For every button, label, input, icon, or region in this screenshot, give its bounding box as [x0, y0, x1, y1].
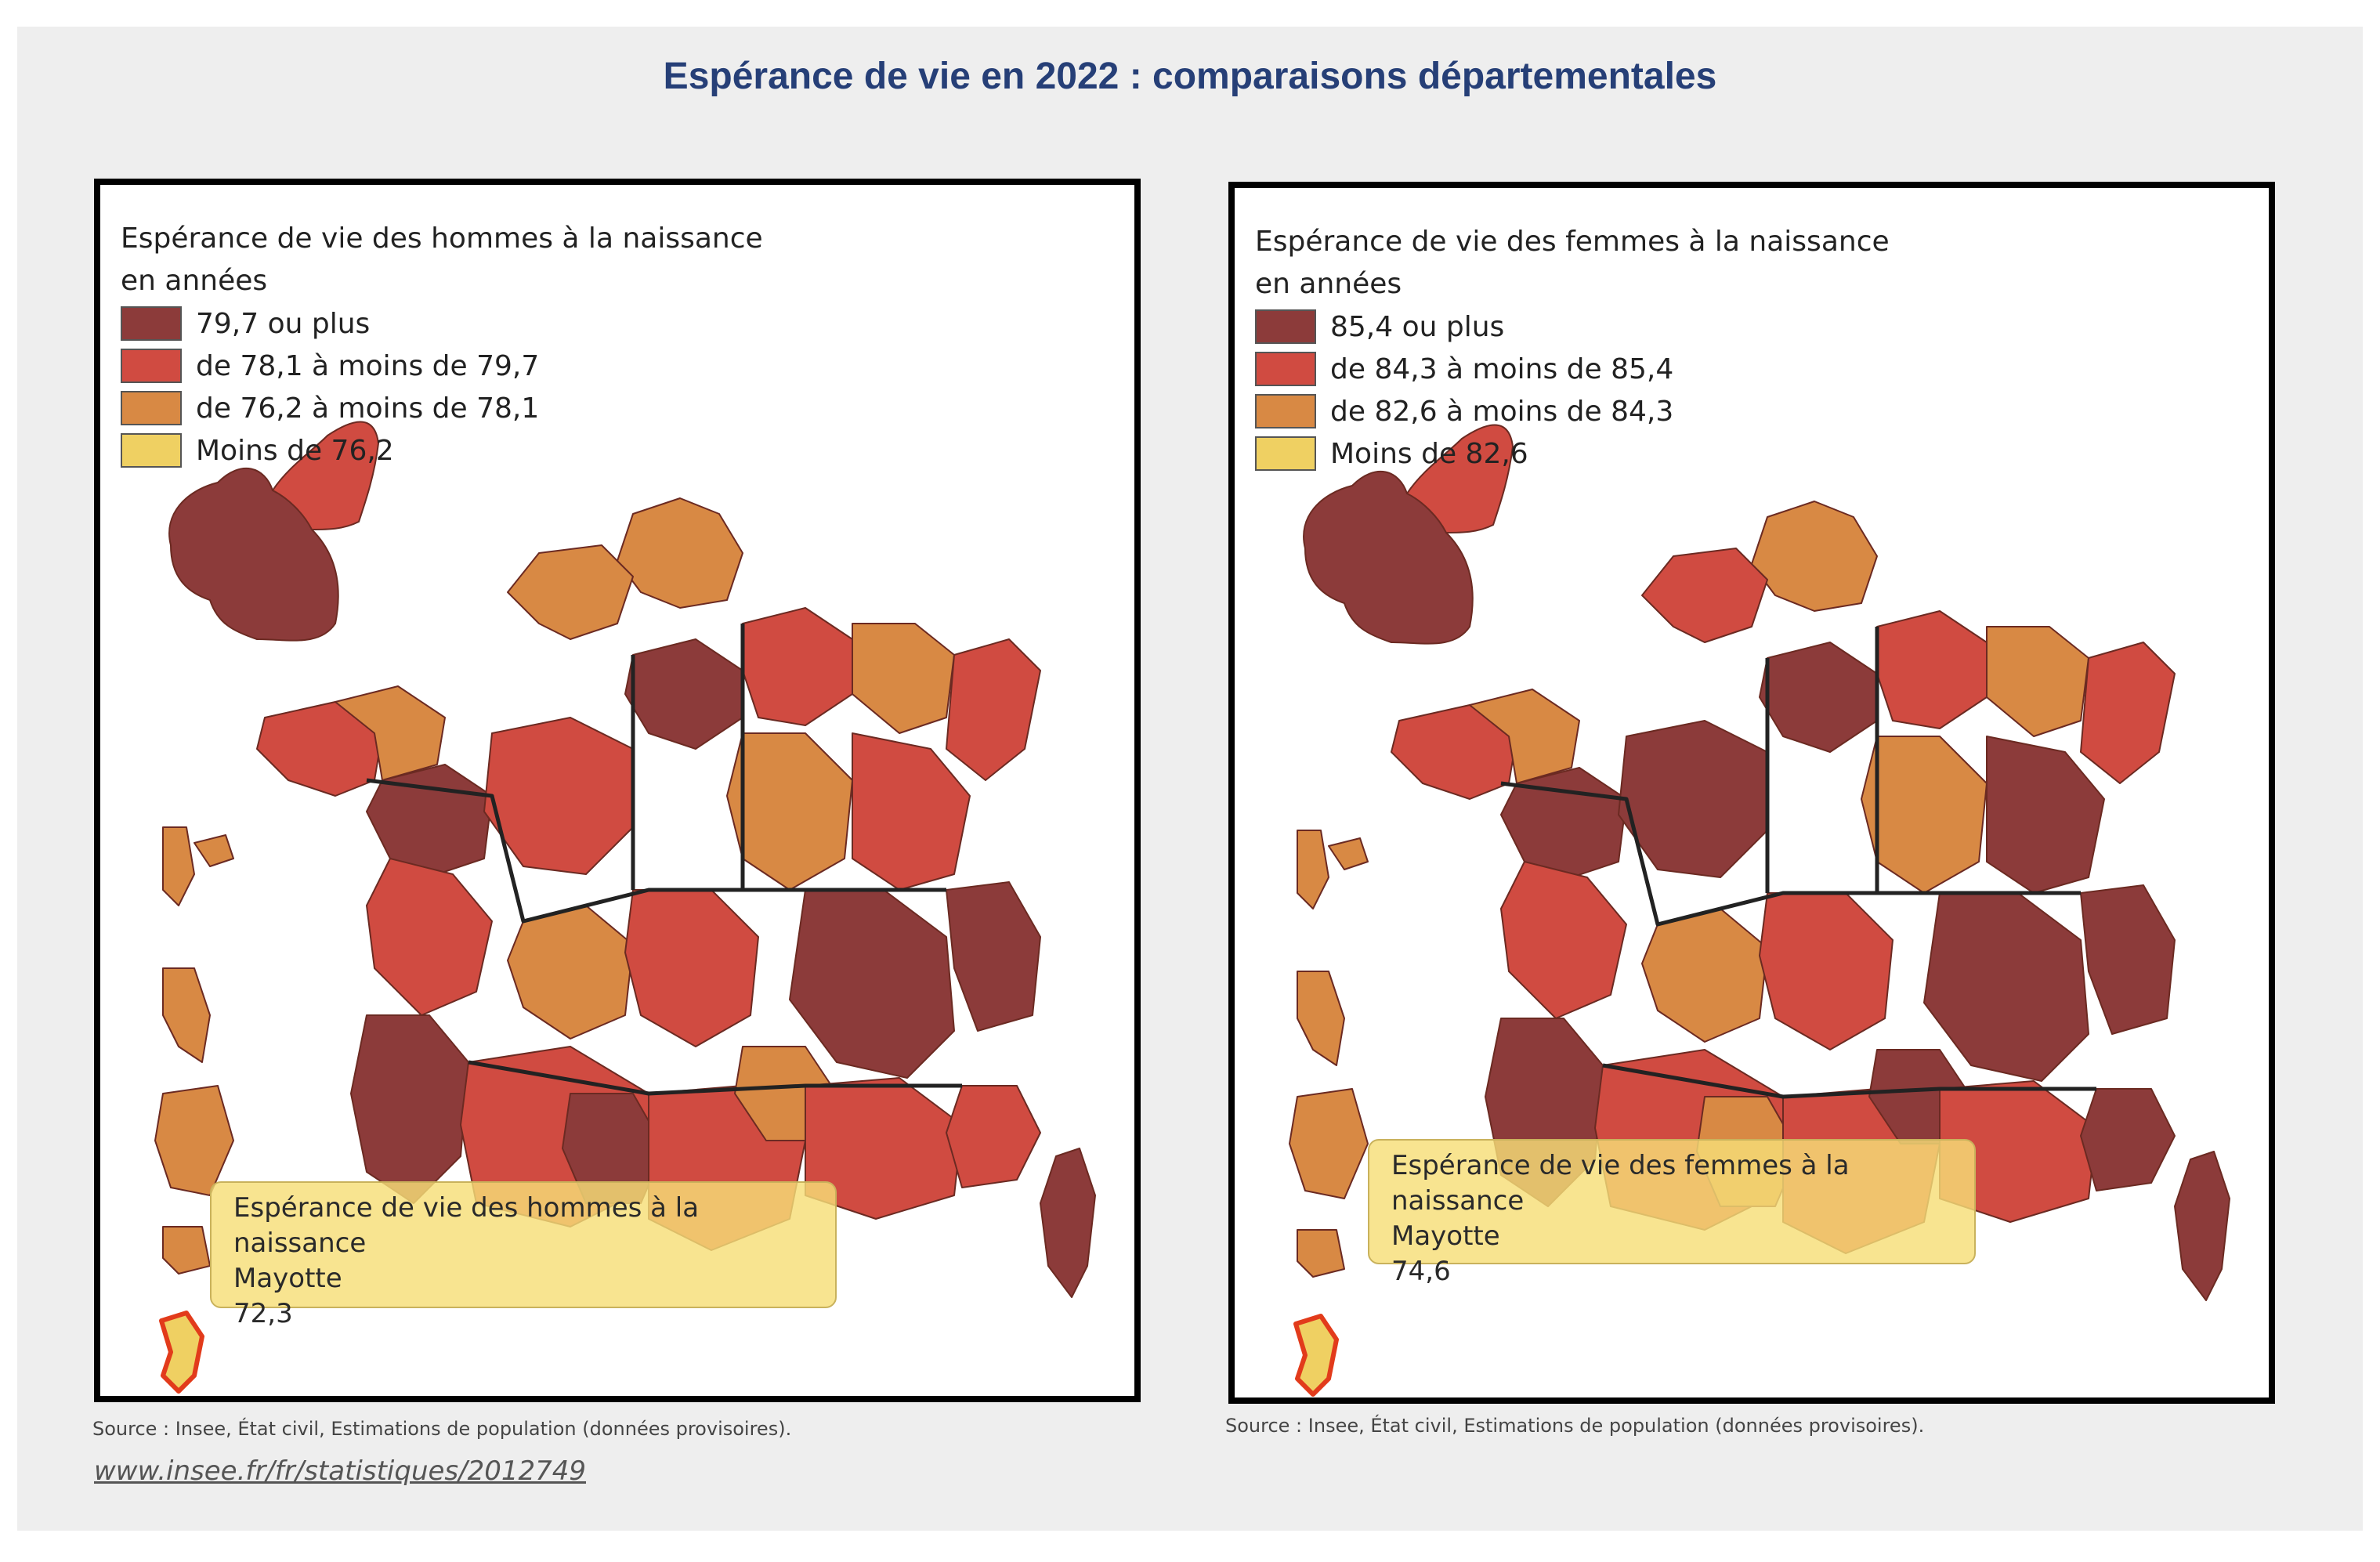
overseas-mayotte — [1293, 1314, 1339, 1397]
region-corsica — [1040, 1148, 1096, 1298]
region-limousin — [1641, 908, 1768, 1043]
region-alpes-maritimes — [946, 1085, 1041, 1188]
legend-swatch — [1255, 436, 1316, 471]
region-burgundy — [726, 732, 853, 891]
tooltip-women: Espérance de vie des femmes à la naissan… — [1368, 1139, 1976, 1287]
region-limousin — [507, 905, 634, 1040]
map-panel-women: Espérance de vie des femmes à la naissan… — [1228, 182, 2275, 1404]
legend-item: Moins de 76,2 — [121, 429, 763, 472]
region-rhone-alpes — [1923, 892, 2089, 1082]
overseas-top-right — [1406, 424, 1514, 533]
legend-swatch — [121, 391, 182, 425]
legend-label: de 82,6 à moins de 84,3 — [1330, 395, 1674, 428]
overseas-mayotte — [159, 1311, 204, 1394]
region-paris-basin — [624, 638, 743, 750]
region-champagne — [742, 607, 853, 726]
overseas-guyane — [1289, 1088, 1369, 1199]
legend-label: Moins de 82,6 — [1330, 437, 1528, 470]
region-burgundy — [1861, 736, 1988, 894]
legend-unit: en années — [121, 265, 268, 297]
region-savoie — [2080, 884, 2176, 1035]
map-men — [154, 421, 1096, 1394]
region-borders — [1500, 627, 2096, 1099]
tooltip-value: 74,6 — [1391, 1256, 1451, 1287]
overseas-guadeloupe — [1297, 830, 1369, 909]
legend-swatch — [121, 306, 182, 341]
legend-title: Espérance de vie des hommes à la naissan… — [121, 222, 763, 255]
legend-item: de 82,6 à moins de 84,3 — [1255, 390, 1890, 432]
region-auvergne — [1759, 892, 1894, 1050]
region-lorraine — [1986, 626, 2089, 737]
region-alpes-maritimes — [2080, 1088, 2176, 1191]
overseas-martinique — [1297, 971, 1345, 1066]
legend-item: de 76,2 à moins de 78,1 — [121, 387, 763, 429]
insee-link[interactable]: www.insee.fr/fr/statistiques/2012749 — [94, 1455, 587, 1487]
source-men: Source : Insee, État civil, Estimations … — [92, 1418, 792, 1440]
legend-label: de 78,1 à moins de 79,7 — [196, 349, 540, 382]
legend-swatch — [1255, 309, 1316, 344]
overseas-reunion — [162, 1226, 211, 1275]
overseas-guyane — [154, 1085, 234, 1196]
legend-swatch — [121, 349, 182, 383]
legend-swatch — [1255, 352, 1316, 386]
region-auvergne — [624, 889, 759, 1047]
region-rhone-alpes — [789, 889, 955, 1079]
legend-label: de 84,3 à moins de 85,4 — [1330, 353, 1674, 385]
tooltip-value: 72,3 — [233, 1298, 293, 1329]
region-normandy — [1641, 548, 1768, 643]
overseas-top-left — [1303, 471, 1474, 645]
region-north — [1751, 501, 1878, 612]
legend-item: 79,7 ou plus — [121, 302, 763, 345]
region-franche-comte — [1986, 736, 2105, 894]
legend-unit: en années — [1255, 268, 1402, 300]
tooltip-title: Espérance de vie des hommes à la naissan… — [233, 1192, 700, 1259]
region-champagne — [1876, 610, 1988, 729]
region-paris-basin — [1759, 642, 1878, 753]
overseas-reunion — [1297, 1229, 1345, 1278]
source-women: Source : Insee, État civil, Estimations … — [1225, 1415, 1925, 1437]
region-savoie — [946, 881, 1041, 1032]
tooltip-place: Mayotte — [1391, 1220, 1500, 1252]
tooltip-men: Espérance de vie des hommes à la naissan… — [210, 1181, 837, 1329]
region-aquitaine — [350, 1014, 469, 1204]
legend-item: de 78,1 à moins de 79,7 — [121, 345, 763, 387]
legend-label: 79,7 ou plus — [196, 307, 371, 340]
region-borders — [366, 624, 962, 1096]
region-poitou — [1500, 861, 1627, 1019]
region-normandy — [507, 544, 634, 640]
legend-swatch — [121, 433, 182, 468]
overseas-martinique — [162, 967, 211, 1063]
region-franche-comte — [852, 732, 971, 891]
legend-label: Moins de 76,2 — [196, 434, 394, 467]
region-brittany-east — [335, 685, 446, 781]
region-centre — [483, 717, 634, 875]
region-lorraine — [852, 623, 955, 734]
legend-title: Espérance de vie des femmes à la naissan… — [1255, 226, 1890, 258]
legend-swatch — [1255, 394, 1316, 428]
legend-label: 85,4 ou plus — [1330, 310, 1505, 343]
legend-item: 85,4 ou plus — [1255, 306, 1890, 348]
region-corsica — [2174, 1151, 2230, 1301]
legend-men: Espérance de vie des hommes à la naissan… — [121, 218, 763, 472]
page-title: Espérance de vie en 2022 : comparaisons … — [663, 56, 1717, 97]
tooltip-place: Mayotte — [233, 1263, 342, 1294]
region-brittany-east — [1469, 689, 1580, 784]
region-alsace — [946, 638, 1041, 781]
legend-label: de 76,2 à moins de 78,1 — [196, 392, 540, 425]
overseas-guadeloupe — [162, 826, 234, 906]
legend-item: de 84,3 à moins de 85,4 — [1255, 348, 1890, 390]
legend-women: Espérance de vie des femmes à la naissan… — [1255, 221, 1890, 475]
overseas-top-left — [168, 468, 339, 642]
map-panel-men: Espérance de vie des hommes à la naissan… — [94, 179, 1141, 1402]
tooltip-title: Espérance de vie des femmes à la naissan… — [1391, 1150, 1850, 1217]
overseas-top-right — [272, 421, 379, 530]
region-north — [617, 497, 743, 609]
region-centre — [1618, 720, 1768, 878]
region-poitou — [366, 858, 493, 1016]
region-alsace — [2080, 642, 2176, 784]
legend-item: Moins de 82,6 — [1255, 432, 1890, 475]
